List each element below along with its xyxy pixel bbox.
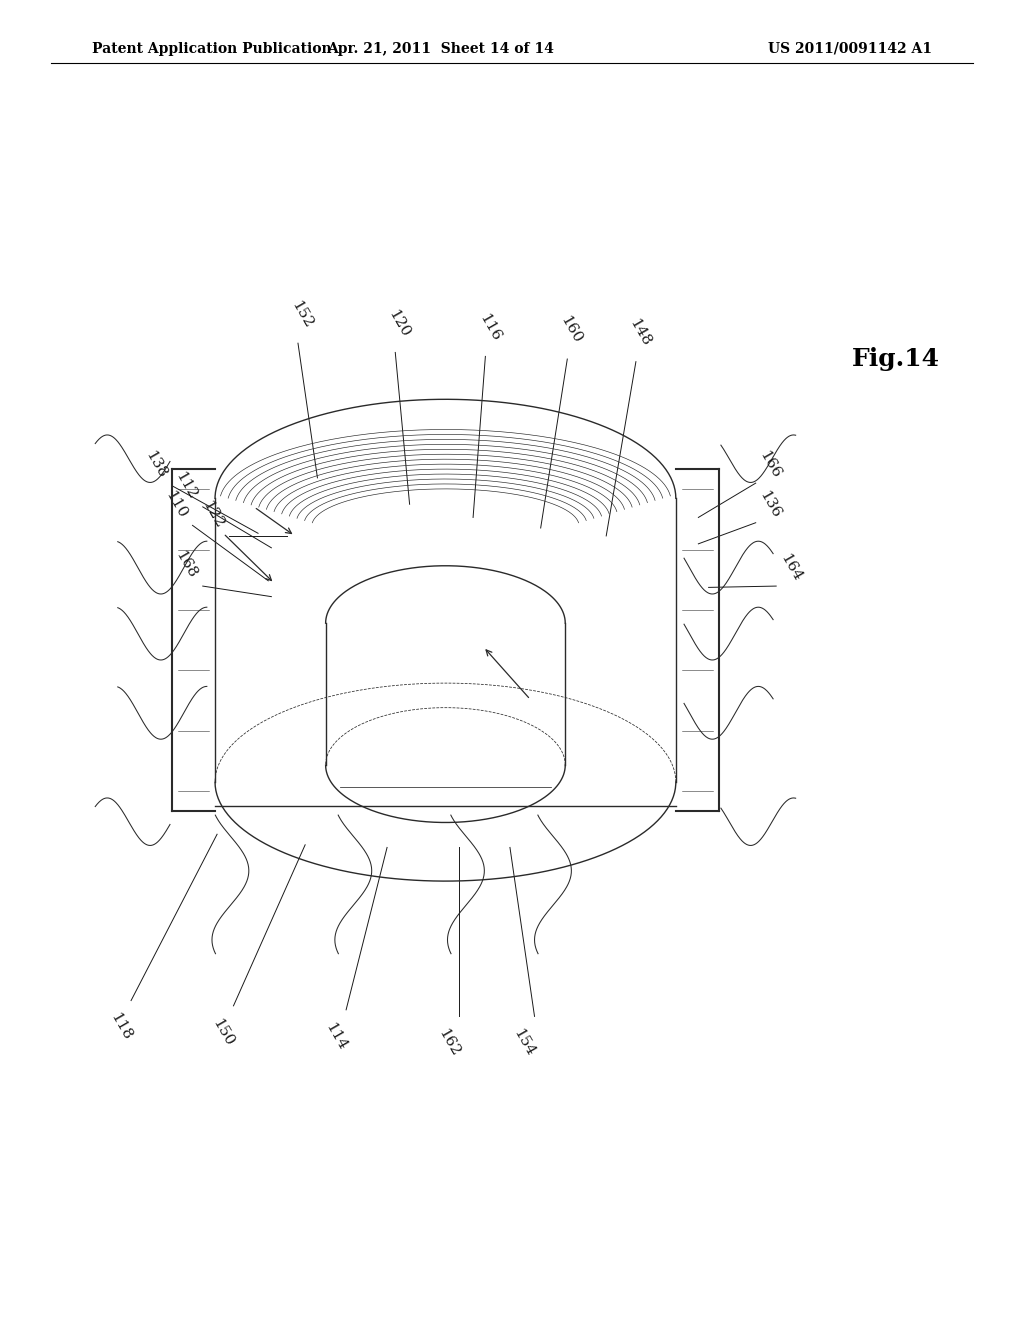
- Text: 118: 118: [108, 1011, 134, 1043]
- Text: 160: 160: [558, 314, 585, 346]
- Text: 164: 164: [777, 552, 804, 583]
- Text: Patent Application Publication: Patent Application Publication: [92, 42, 332, 55]
- Text: Fig.14: Fig.14: [852, 347, 940, 371]
- Text: 120: 120: [386, 308, 413, 339]
- Text: 110: 110: [163, 488, 189, 520]
- Text: 148: 148: [627, 317, 653, 348]
- Text: 166: 166: [757, 449, 783, 480]
- Text: 114: 114: [323, 1020, 349, 1052]
- Text: 150: 150: [210, 1016, 237, 1048]
- Text: 154: 154: [511, 1027, 538, 1059]
- Text: 136: 136: [757, 488, 783, 520]
- Text: Apr. 21, 2011  Sheet 14 of 14: Apr. 21, 2011 Sheet 14 of 14: [327, 42, 554, 55]
- Text: 112: 112: [173, 470, 200, 502]
- Text: 122: 122: [200, 499, 226, 531]
- Text: 116: 116: [476, 312, 503, 343]
- Text: 162: 162: [435, 1027, 462, 1059]
- Text: 152: 152: [289, 298, 315, 330]
- Text: US 2011/0091142 A1: US 2011/0091142 A1: [768, 42, 932, 55]
- Text: 168: 168: [173, 549, 200, 581]
- Text: 138: 138: [142, 449, 169, 480]
